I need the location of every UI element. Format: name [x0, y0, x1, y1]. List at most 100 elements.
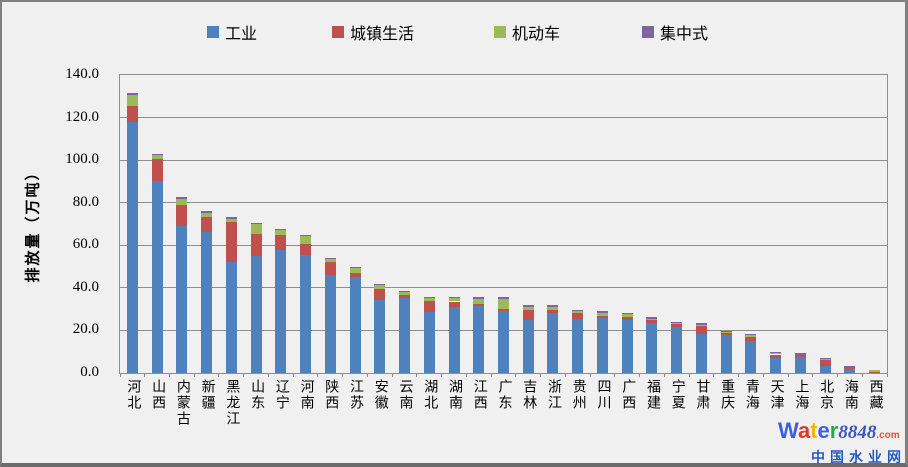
- bar-青海: [745, 334, 757, 373]
- bar-segment-工业: [176, 226, 188, 373]
- x-tick-label-湖北: 湖北: [422, 379, 438, 411]
- x-tick-label-甘肃: 甘肃: [694, 379, 710, 411]
- watermark-letter: r: [829, 418, 839, 443]
- bar-segment-工业: [300, 254, 312, 373]
- bar-segment-机动车: [770, 353, 782, 355]
- x-tick-label-安徽: 安徽: [372, 379, 388, 411]
- bar-segment-集中式: [819, 357, 831, 359]
- bar-segment-机动车: [448, 297, 460, 302]
- bar-segment-集中式: [374, 283, 386, 286]
- x-axis-tick: [812, 373, 814, 377]
- bar-segment-城镇生活: [176, 204, 188, 227]
- watermark: Water8848.com 中国水业网: [778, 418, 905, 464]
- x-tick-label-浙江: 浙江: [545, 379, 561, 411]
- bar-segment-工业: [720, 334, 732, 373]
- bar-segment-机动车: [250, 224, 262, 234]
- bar-吉林: [522, 305, 534, 373]
- x-tick-label-西藏: 西藏: [867, 379, 883, 411]
- x-tick-label-河南: 河南: [298, 379, 314, 411]
- bar-江苏: [349, 267, 361, 373]
- x-axis-tick: [886, 373, 888, 377]
- bar-segment-机动车: [869, 370, 881, 373]
- bar-segment-工业: [844, 368, 856, 373]
- bar-西藏: [869, 370, 881, 373]
- x-tick-label-山西: 山西: [150, 379, 166, 411]
- bar-segment-城镇生活: [572, 313, 584, 319]
- bar-陕西: [324, 257, 336, 373]
- x-tick-label-海南: 海南: [842, 379, 858, 411]
- x-tick-label-湖南: 湖南: [447, 379, 463, 411]
- bar-segment-工业: [621, 319, 633, 373]
- bar-segment-城镇生活: [671, 324, 683, 328]
- bar-segment-机动车: [794, 354, 806, 356]
- bar-segment-城镇生活: [324, 262, 336, 276]
- x-tick-label-贵州: 贵州: [570, 379, 586, 411]
- bar-云南: [399, 290, 411, 373]
- bar-segment-城镇生活: [448, 301, 460, 308]
- x-axis-tick: [688, 373, 690, 377]
- bar-segment-工业: [671, 327, 683, 373]
- legend-label: 集中式: [660, 26, 709, 43]
- bar-segment-机动车: [498, 298, 509, 309]
- x-axis-tick: [713, 373, 715, 377]
- bar-segment-集中式: [572, 310, 584, 312]
- bar-广东: [498, 297, 509, 373]
- bar-上海: [794, 353, 806, 373]
- legend-label: 工业: [225, 26, 258, 43]
- bar-segment-机动车: [275, 230, 287, 236]
- x-axis-tick: [515, 373, 517, 377]
- bar-江西: [473, 297, 485, 373]
- bar-segment-机动车: [720, 331, 732, 333]
- gridline: [120, 117, 887, 119]
- x-tick-label-内蒙古: 内蒙古: [174, 379, 190, 427]
- bar-segment-机动车: [819, 358, 831, 361]
- bar-segment-集中式: [250, 223, 262, 225]
- x-tick-label-四川: 四川: [595, 379, 611, 411]
- bar-天津: [770, 352, 782, 373]
- bar-segment-工业: [151, 181, 163, 373]
- legend-label: 城镇生活: [350, 26, 415, 43]
- bar-segment-机动车: [126, 94, 138, 106]
- bar-湖南: [448, 296, 460, 373]
- bar-福建: [646, 317, 658, 373]
- bar-segment-城镇生活: [646, 320, 658, 323]
- bar-segment-集中式: [844, 365, 856, 367]
- x-axis-tick: [762, 373, 764, 377]
- bar-segment-集中式: [671, 322, 683, 324]
- bar-segment-工业: [275, 250, 287, 373]
- legend-swatch: [207, 26, 219, 38]
- x-axis-tick: [614, 373, 616, 377]
- x-tick-label-江西: 江西: [471, 379, 487, 411]
- bar-河南: [300, 234, 312, 373]
- bar-segment-城镇生活: [250, 233, 262, 257]
- bar-segment-机动车: [151, 155, 163, 160]
- x-tick-label-宁夏: 宁夏: [669, 379, 685, 411]
- bar-segment-机动车: [300, 236, 312, 245]
- bar-新疆: [201, 211, 213, 373]
- bar-segment-城镇生活: [399, 295, 411, 299]
- x-axis-tick: [317, 373, 319, 377]
- x-tick-label-辽宁: 辽宁: [273, 379, 289, 411]
- y-axis-title: 排放量（万吨）: [25, 163, 42, 283]
- x-tick-label-天津: 天津: [768, 379, 784, 411]
- bar-segment-工业: [225, 262, 237, 373]
- bar-segment-机动车: [547, 306, 559, 311]
- x-axis-tick: [119, 373, 121, 377]
- bar-segment-工业: [126, 121, 138, 373]
- x-axis-tick: [366, 373, 368, 377]
- x-tick-label-江苏: 江苏: [348, 379, 364, 411]
- bar-segment-城镇生活: [473, 303, 485, 306]
- bar-segment-工业: [745, 341, 757, 373]
- watermark-letter: W: [778, 418, 798, 443]
- y-tick-label: 140.0: [65, 66, 99, 82]
- x-axis-tick: [663, 373, 665, 377]
- bar-segment-城镇生活: [844, 367, 856, 369]
- bar-segment-机动车: [671, 323, 683, 325]
- x-axis-tick: [292, 373, 294, 377]
- legend-swatch: [494, 26, 506, 38]
- bar-segment-集中式: [324, 257, 336, 259]
- x-tick-label-广西: 广西: [620, 379, 636, 411]
- bar-segment-工业: [522, 320, 534, 373]
- y-tick-label: 60.0: [72, 236, 99, 253]
